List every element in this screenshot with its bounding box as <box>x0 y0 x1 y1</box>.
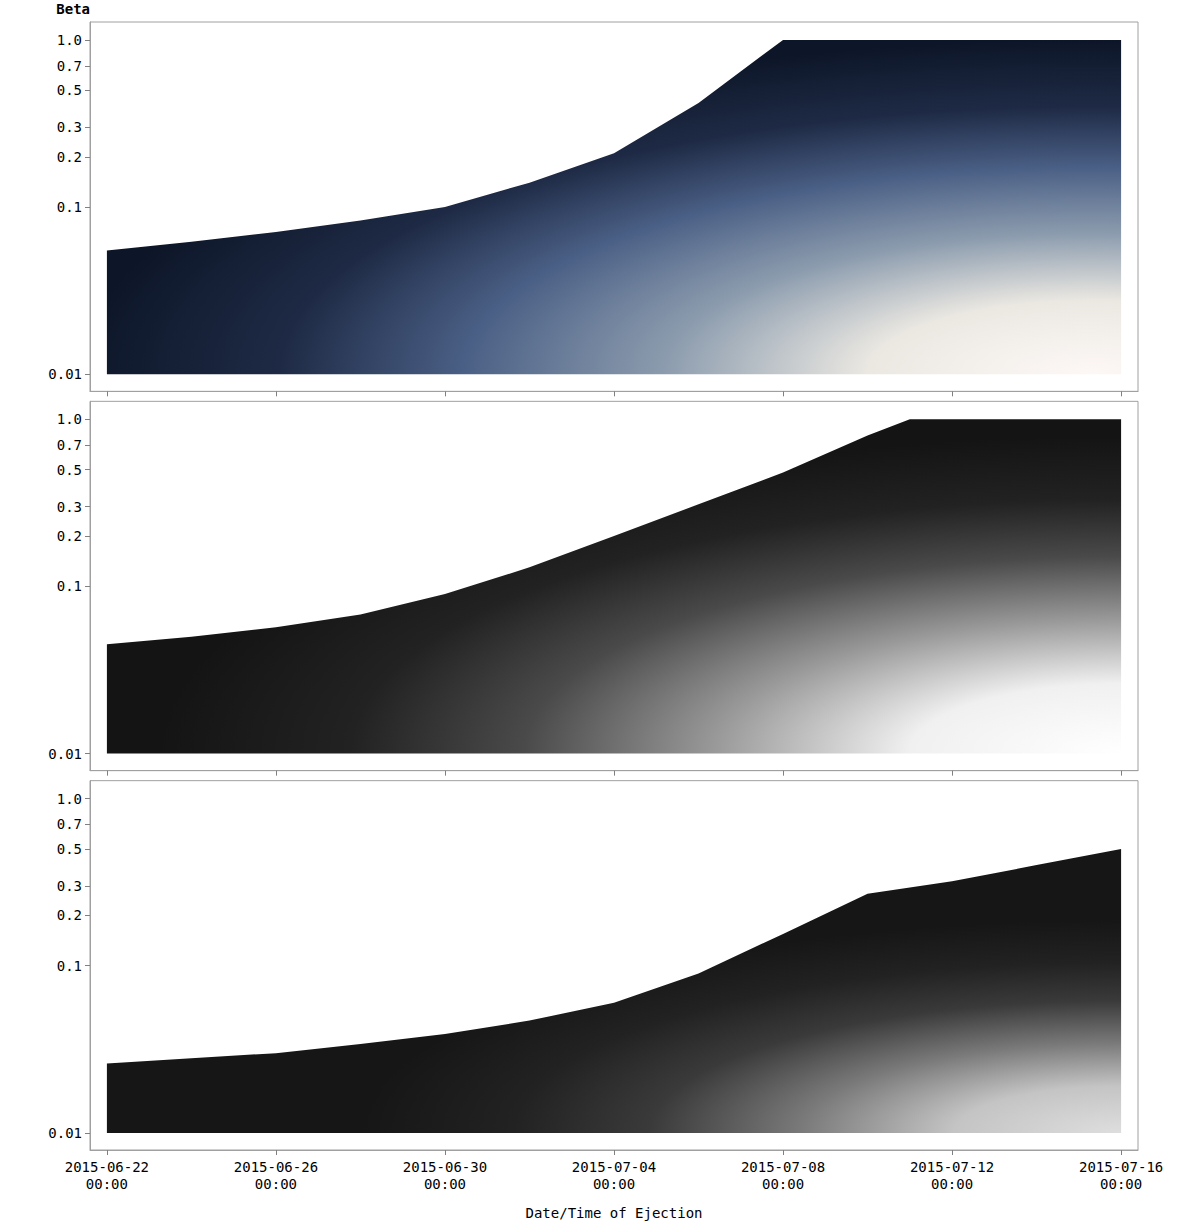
svg-text:2015-07-08: 2015-07-08 <box>741 1159 825 1175</box>
svg-text:Beta: Beta <box>56 1 90 17</box>
svg-text:0.2: 0.2 <box>57 528 82 544</box>
svg-text:0.7: 0.7 <box>57 816 82 832</box>
svg-text:0.5: 0.5 <box>57 82 82 98</box>
svg-text:00:00: 00:00 <box>255 1176 297 1192</box>
svg-text:0.3: 0.3 <box>57 119 82 135</box>
svg-text:0.3: 0.3 <box>57 499 82 515</box>
svg-text:00:00: 00:00 <box>86 1176 128 1192</box>
svg-text:00:00: 00:00 <box>593 1176 635 1192</box>
svg-text:0.7: 0.7 <box>57 58 82 74</box>
svg-text:0.01: 0.01 <box>48 746 82 762</box>
svg-text:1.0: 1.0 <box>57 411 82 427</box>
svg-text:00:00: 00:00 <box>931 1176 973 1192</box>
svg-text:0.1: 0.1 <box>57 578 82 594</box>
svg-text:0.5: 0.5 <box>57 462 82 478</box>
svg-text:0.5: 0.5 <box>57 841 82 857</box>
svg-text:00:00: 00:00 <box>424 1176 466 1192</box>
svg-text:0.2: 0.2 <box>57 149 82 165</box>
svg-text:0.1: 0.1 <box>57 199 82 215</box>
svg-text:0.01: 0.01 <box>48 366 82 382</box>
svg-text:2015-07-16: 2015-07-16 <box>1079 1159 1163 1175</box>
svg-text:0.01: 0.01 <box>48 1125 82 1141</box>
svg-text:0.2: 0.2 <box>57 907 82 923</box>
svg-text:0.1: 0.1 <box>57 958 82 974</box>
svg-text:00:00: 00:00 <box>762 1176 804 1192</box>
svg-text:1.0: 1.0 <box>57 791 82 807</box>
svg-text:2015-07-12: 2015-07-12 <box>910 1159 994 1175</box>
svg-text:Date/Time of Ejection: Date/Time of Ejection <box>525 1205 702 1221</box>
svg-text:00:00: 00:00 <box>1100 1176 1142 1192</box>
svg-text:0.7: 0.7 <box>57 437 82 453</box>
svg-text:2015-06-30: 2015-06-30 <box>403 1159 487 1175</box>
svg-text:1.0: 1.0 <box>57 32 82 48</box>
svg-text:2015-06-22: 2015-06-22 <box>65 1159 149 1175</box>
svg-text:0.3: 0.3 <box>57 878 82 894</box>
svg-text:2015-07-04: 2015-07-04 <box>572 1159 656 1175</box>
svg-text:2015-06-26: 2015-06-26 <box>234 1159 318 1175</box>
